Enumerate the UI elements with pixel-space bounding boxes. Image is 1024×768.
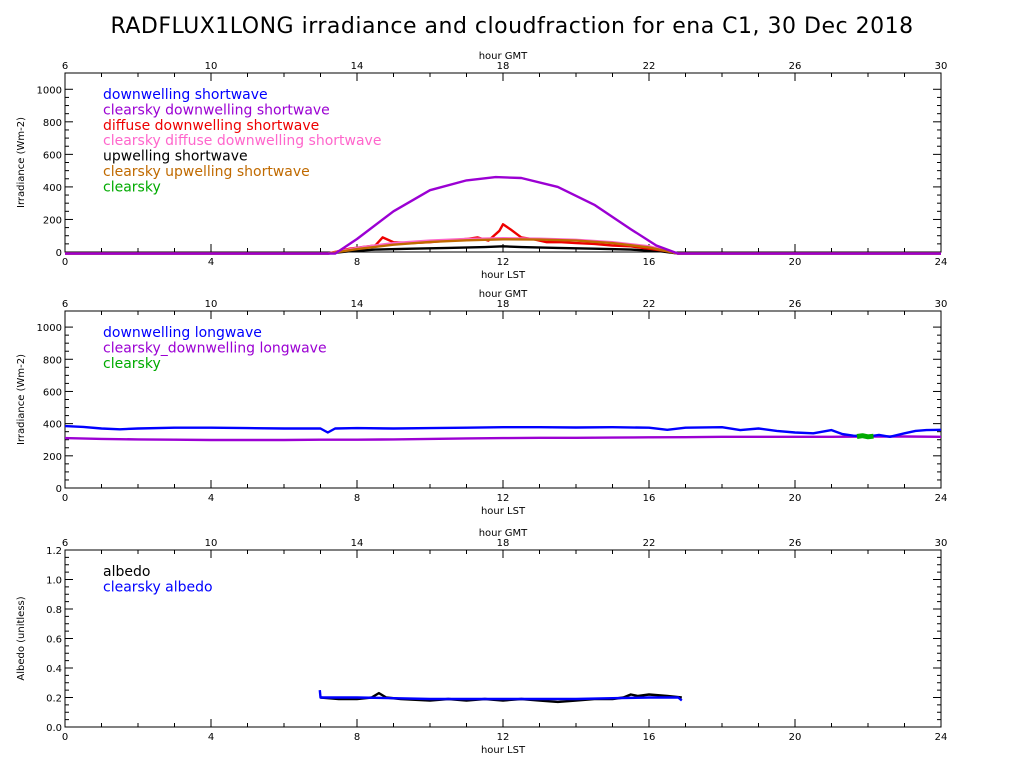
x-axis-label: hour LST	[481, 506, 526, 517]
y-axis-label: Irradiance (Wm-2)	[16, 354, 27, 445]
x-tick-label: 8	[354, 257, 360, 268]
y-tick-label: 200	[43, 452, 62, 463]
y-tick-label: 1.0	[46, 576, 62, 587]
legend-entry: diffuse downwelling shortwave	[103, 118, 319, 134]
legend-entry: clearsky albedo	[103, 579, 213, 595]
top-tick-label: 30	[935, 538, 948, 549]
series-line-black	[65, 245, 941, 255]
chart-title: RADFLUX1LONG irradiance and cloudfractio…	[110, 14, 914, 39]
top-tick-label: 14	[351, 538, 364, 549]
x-tick-label: 4	[208, 732, 214, 743]
top-tick-label: 26	[789, 538, 802, 549]
top-tick-label: 10	[205, 61, 218, 72]
top-tick-label: 18	[497, 538, 510, 549]
x-axis-label: hour LST	[481, 745, 526, 756]
y-tick-label: 0.0	[46, 723, 62, 734]
x-tick-label: 16	[643, 493, 656, 504]
y-tick-label: 1000	[37, 323, 62, 334]
x-tick-label: 12	[497, 493, 510, 504]
top-tick-label: 26	[789, 299, 802, 310]
series-line-blue	[64, 424, 942, 438]
x-tick-label: 4	[208, 493, 214, 504]
legend-entry: upwelling shortwave	[103, 149, 248, 165]
y-tick-label: 800	[43, 355, 62, 366]
x-tick-label: 4	[208, 257, 214, 268]
x-tick-label: 0	[62, 493, 68, 504]
panel-albedo: 0 6 4 10 8 14 12 18 16 22 20 26 24 30 0.0 0.2 0.4 0.6 0.8 1…	[16, 528, 947, 756]
x-tick-label: 24	[935, 257, 948, 268]
panel-shortwave: 0 6 4 10 8 14 12 18 16 22 20 26 24 30 0 200 400 600 800 100…	[16, 51, 947, 281]
series-line-purple	[64, 435, 942, 442]
x-tick-label: 16	[643, 732, 656, 743]
legend-entry: downwelling shortwave	[103, 87, 268, 103]
legend-entry: clearsky downwelling shortwave	[103, 102, 330, 118]
series-line-orange	[65, 238, 941, 255]
top-tick-label: 22	[643, 538, 656, 549]
series-line-red	[65, 223, 941, 255]
x-tick-label: 8	[354, 493, 360, 504]
top-tick-label: 18	[497, 299, 510, 310]
y-tick-label: 1000	[37, 85, 62, 96]
y-tick-label: 400	[43, 420, 62, 431]
y-axis-label: Irradiance (Wm-2)	[16, 117, 27, 208]
top-tick-label: 14	[351, 299, 364, 310]
top-tick-label: 22	[643, 61, 656, 72]
top-tick-label: 22	[643, 299, 656, 310]
x-tick-label: 24	[935, 493, 948, 504]
y-axis-label: Albedo (unitless)	[16, 596, 27, 680]
top-tick-label: 6	[62, 538, 68, 549]
x-tick-label: 20	[789, 257, 802, 268]
legend-entry: clearsky	[103, 356, 161, 372]
y-tick-label: 0	[56, 484, 62, 495]
x-tick-label: 12	[497, 732, 510, 743]
y-tick-label: 800	[43, 118, 62, 129]
series-line-blue	[318, 689, 683, 702]
y-tick-label: 0	[56, 248, 62, 259]
top-tick-label: 26	[789, 61, 802, 72]
x-tick-label: 20	[789, 493, 802, 504]
series-line-purple	[65, 175, 941, 255]
y-tick-label: 0.4	[46, 664, 62, 675]
legend-entry: downwelling longwave	[103, 325, 262, 341]
top-tick-label: 30	[935, 61, 948, 72]
x-tick-label: 12	[497, 257, 510, 268]
top-axis-label: hour GMT	[479, 528, 528, 539]
y-tick-label: 0.6	[46, 635, 62, 646]
y-tick-label: 1.2	[46, 546, 62, 557]
y-tick-label: 0.2	[46, 694, 62, 705]
x-tick-label: 8	[354, 732, 360, 743]
legend-entry: clearsky diffuse downwelling shortwave	[103, 133, 381, 149]
x-tick-label: 16	[643, 257, 656, 268]
y-tick-label: 200	[43, 215, 62, 226]
top-tick-label: 14	[351, 61, 364, 72]
legend-entry: clearsky	[103, 179, 161, 195]
top-tick-label: 6	[62, 61, 68, 72]
x-tick-label: 20	[789, 732, 802, 743]
panel-longwave: 0 6 4 10 8 14 12 18 16 22 20 26 24 30 0 200 400 600 800 100…	[16, 289, 947, 517]
y-tick-label: 600	[43, 387, 62, 398]
x-tick-label: 0	[62, 257, 68, 268]
y-tick-label: 600	[43, 150, 62, 161]
top-tick-label: 18	[497, 61, 510, 72]
x-axis-label: hour LST	[481, 270, 526, 281]
top-tick-label: 10	[205, 538, 218, 549]
legend-entry: clearsky_downwelling longwave	[103, 340, 327, 356]
top-tick-label: 30	[935, 299, 948, 310]
legend-entry: clearsky upwelling shortwave	[103, 164, 310, 180]
series-line-green	[856, 433, 874, 440]
legend-entry: albedo	[103, 564, 150, 580]
top-tick-label: 10	[205, 299, 218, 310]
y-tick-label: 400	[43, 183, 62, 194]
top-tick-label: 6	[62, 299, 68, 310]
top-axis-label: hour GMT	[479, 51, 528, 62]
top-axis-label: hour GMT	[479, 289, 528, 300]
x-tick-label: 24	[935, 732, 948, 743]
x-tick-label: 0	[62, 732, 68, 743]
y-tick-label: 0.8	[46, 605, 62, 616]
